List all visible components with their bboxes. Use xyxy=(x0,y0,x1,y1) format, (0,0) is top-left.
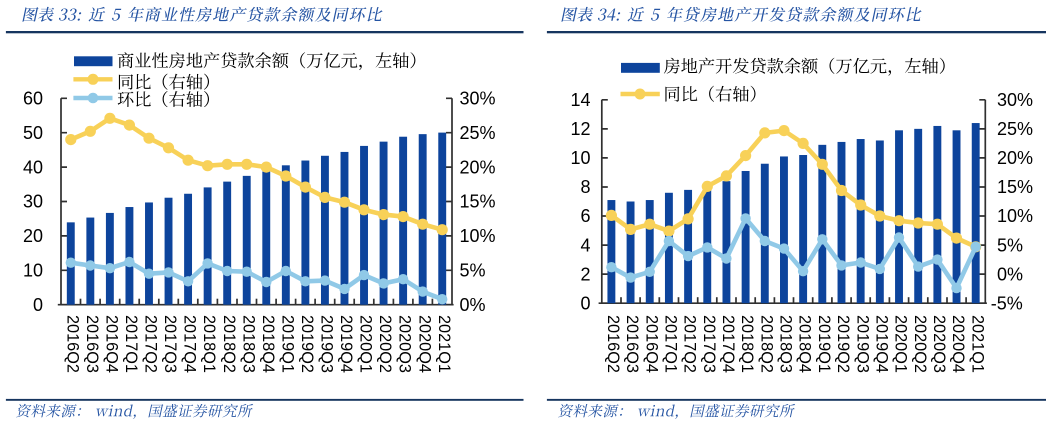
svg-text:2017Q1: 2017Q1 xyxy=(122,315,140,373)
svg-text:30: 30 xyxy=(23,192,43,212)
svg-text:25%: 25% xyxy=(460,123,496,143)
svg-text:2016Q2: 2016Q2 xyxy=(604,315,622,373)
svg-text:2019Q3: 2019Q3 xyxy=(853,315,871,373)
svg-text:2020Q2: 2020Q2 xyxy=(911,315,929,373)
svg-text:2019Q3: 2019Q3 xyxy=(318,315,336,373)
svg-text:2016Q4: 2016Q4 xyxy=(642,315,660,373)
svg-text:2018Q3: 2018Q3 xyxy=(777,315,795,373)
svg-text:2020Q4: 2020Q4 xyxy=(415,315,433,373)
svg-text:2019Q2: 2019Q2 xyxy=(834,315,852,373)
svg-text:5%: 5% xyxy=(997,235,1023,255)
svg-text:2017Q3: 2017Q3 xyxy=(700,315,718,373)
svg-text:2018Q4: 2018Q4 xyxy=(796,315,814,373)
svg-text:2019Q1: 2019Q1 xyxy=(815,315,833,373)
svg-text:12: 12 xyxy=(570,119,590,139)
svg-text:2018Q4: 2018Q4 xyxy=(259,315,277,373)
svg-text:14: 14 xyxy=(570,90,590,110)
svg-text:2018Q2: 2018Q2 xyxy=(757,315,775,373)
svg-text:2019Q4: 2019Q4 xyxy=(337,315,355,373)
svg-text:2016Q2: 2016Q2 xyxy=(63,315,81,373)
svg-text:2016Q4: 2016Q4 xyxy=(103,315,121,373)
svg-text:50: 50 xyxy=(23,123,43,143)
svg-text:2020Q2: 2020Q2 xyxy=(376,315,394,373)
svg-text:2020Q3: 2020Q3 xyxy=(396,315,414,373)
svg-text:20%: 20% xyxy=(460,157,496,177)
svg-text:2021Q1: 2021Q1 xyxy=(435,315,453,373)
svg-text:2020Q1: 2020Q1 xyxy=(357,315,375,373)
svg-text:10%: 10% xyxy=(460,226,496,246)
svg-text:5%: 5% xyxy=(460,261,486,281)
svg-text:2020Q3: 2020Q3 xyxy=(930,315,948,373)
svg-text:40: 40 xyxy=(23,157,43,177)
svg-text:8: 8 xyxy=(580,177,590,197)
svg-text:-5%: -5% xyxy=(991,293,1023,313)
svg-text:2017Q2: 2017Q2 xyxy=(681,315,699,373)
svg-text:2018Q3: 2018Q3 xyxy=(239,315,257,373)
svg-text:0: 0 xyxy=(580,293,590,313)
svg-text:2016Q3: 2016Q3 xyxy=(623,315,641,373)
svg-text:0%: 0% xyxy=(997,264,1023,284)
svg-text:2019Q1: 2019Q1 xyxy=(278,315,296,373)
svg-text:2019Q4: 2019Q4 xyxy=(872,315,890,373)
svg-text:10%: 10% xyxy=(997,206,1033,226)
svg-text:2017Q4: 2017Q4 xyxy=(719,315,737,373)
svg-text:2021Q1: 2021Q1 xyxy=(968,315,986,373)
svg-text:10: 10 xyxy=(23,261,43,281)
svg-text:2017Q4: 2017Q4 xyxy=(181,315,199,373)
svg-text:15%: 15% xyxy=(997,177,1033,197)
svg-text:4: 4 xyxy=(580,235,590,255)
svg-text:2017Q2: 2017Q2 xyxy=(142,315,160,373)
svg-text:2019Q2: 2019Q2 xyxy=(298,315,316,373)
svg-text:2020Q4: 2020Q4 xyxy=(949,315,967,373)
svg-text:2: 2 xyxy=(580,264,590,284)
svg-text:0: 0 xyxy=(33,295,43,315)
svg-text:60: 60 xyxy=(23,89,43,109)
svg-text:25%: 25% xyxy=(997,119,1033,139)
svg-text:2018Q1: 2018Q1 xyxy=(738,315,756,373)
svg-text:2017Q3: 2017Q3 xyxy=(161,315,179,373)
svg-text:0%: 0% xyxy=(460,295,486,315)
svg-text:20%: 20% xyxy=(997,148,1033,168)
svg-text:2020Q1: 2020Q1 xyxy=(892,315,910,373)
svg-text:30%: 30% xyxy=(460,89,496,109)
svg-text:2017Q1: 2017Q1 xyxy=(662,315,680,373)
svg-text:2018Q2: 2018Q2 xyxy=(220,315,238,373)
svg-text:20: 20 xyxy=(23,226,43,246)
svg-text:10: 10 xyxy=(570,148,590,168)
svg-text:6: 6 xyxy=(580,206,590,226)
svg-text:2016Q3: 2016Q3 xyxy=(83,315,101,373)
svg-text:30%: 30% xyxy=(997,90,1033,110)
svg-text:15%: 15% xyxy=(460,192,496,212)
svg-text:2018Q1: 2018Q1 xyxy=(200,315,218,373)
